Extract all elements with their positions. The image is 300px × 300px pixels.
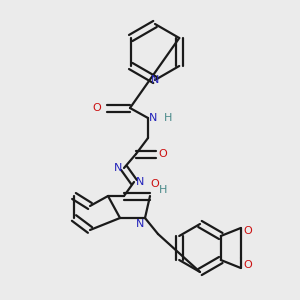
Text: H: H — [164, 113, 172, 123]
Text: O: O — [159, 149, 167, 159]
Text: N: N — [136, 219, 144, 229]
Text: O: O — [243, 260, 252, 270]
Text: O: O — [243, 226, 252, 236]
Text: N: N — [149, 113, 157, 123]
Text: O: O — [93, 103, 101, 113]
Text: H: H — [159, 185, 167, 195]
Text: N: N — [151, 75, 159, 85]
Text: N: N — [136, 177, 144, 187]
Text: O: O — [151, 179, 159, 189]
Text: N: N — [114, 163, 122, 173]
